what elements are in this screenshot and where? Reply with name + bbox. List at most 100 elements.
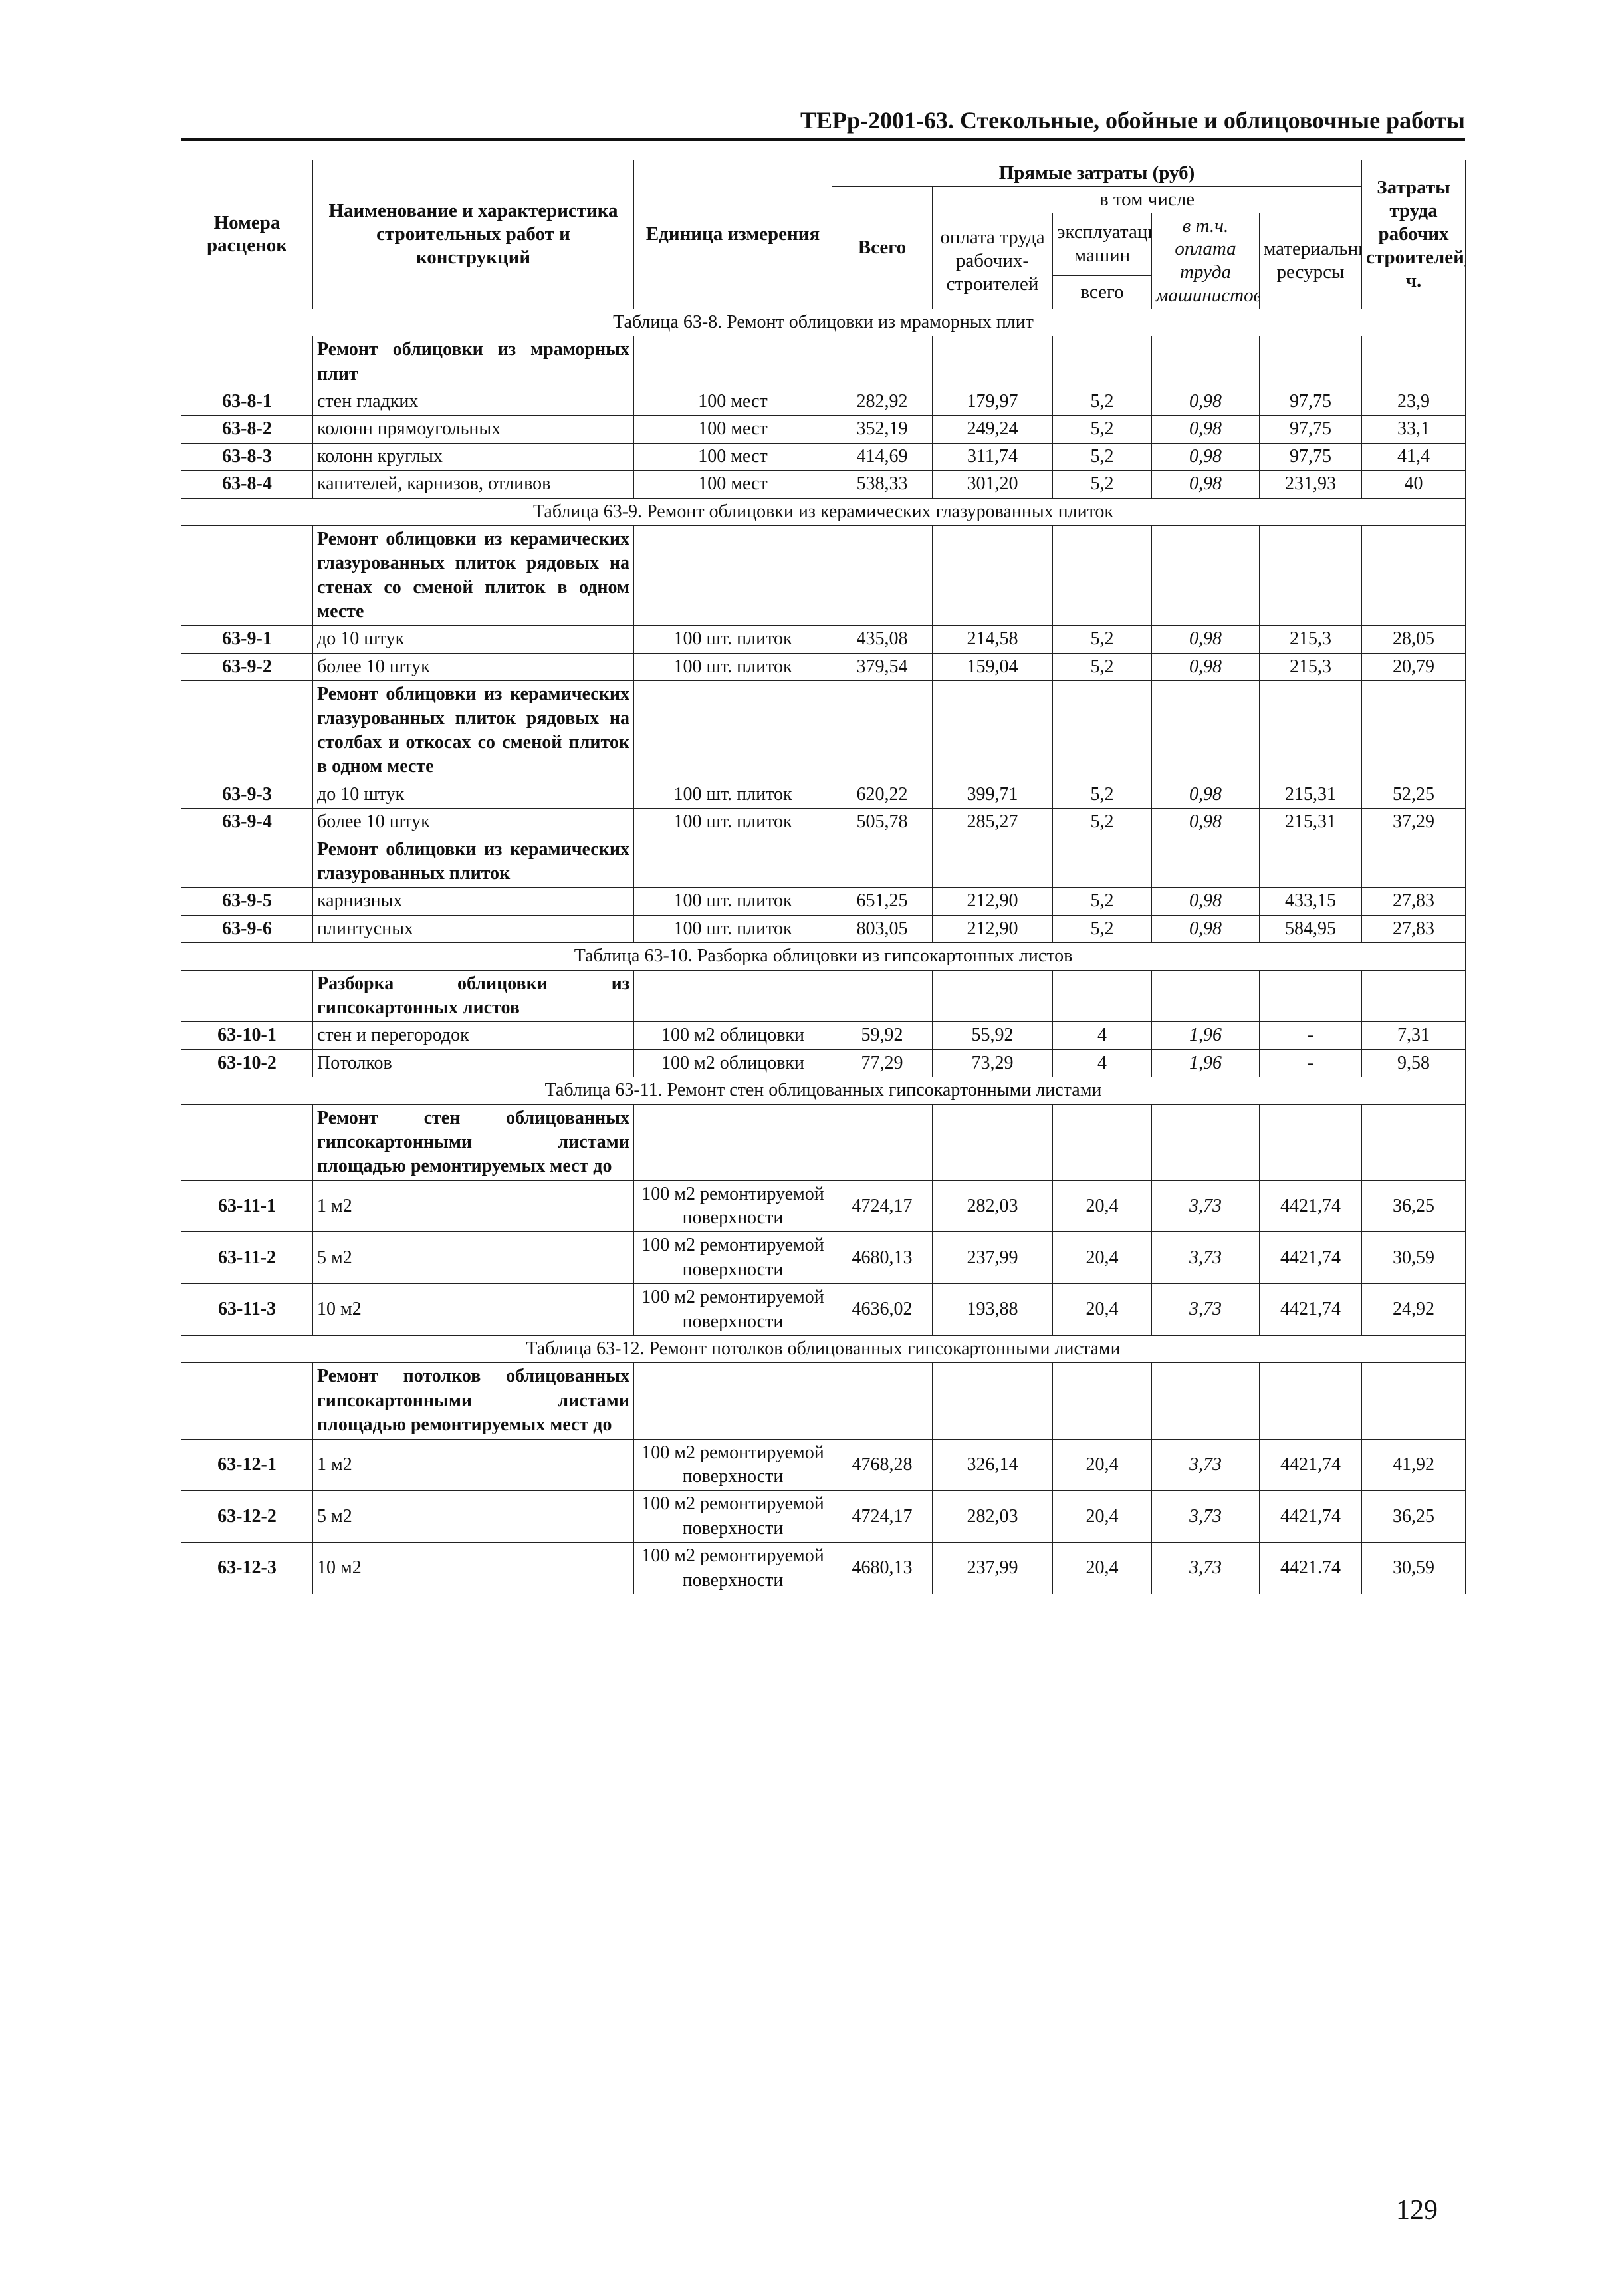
- cost-value: 20,4: [1052, 1180, 1152, 1233]
- cost-value: 5,2: [1052, 652, 1152, 682]
- group-name: Разборка облицовки из гипсокартонных лис…: [312, 969, 634, 1023]
- empty-cell: [932, 680, 1053, 781]
- empty-cell: [1052, 835, 1152, 888]
- cost-value: 212,90: [932, 914, 1053, 944]
- cost-value: 237,99: [932, 1231, 1053, 1285]
- header-row: оплата труда рабочих-строителей эксплуат…: [181, 212, 1466, 309]
- work-name: стен гладких: [312, 387, 634, 416]
- rate-code: 63-12-2: [181, 1490, 313, 1543]
- rate-row: 63-9-1 до 10 штук 100 шт. плиток 435,08 214,…: [181, 625, 1466, 654]
- cost-value: 0,98: [1151, 652, 1260, 682]
- empty-cell: [1052, 1104, 1152, 1181]
- empty-cell: [1258, 336, 1363, 388]
- rate-row: 63-9-6 плинтусных 100 шт. плиток 803,05 212,…: [181, 914, 1466, 944]
- rate-code: 63-10-2: [181, 1049, 313, 1078]
- work-name: колонн прямоугольных: [312, 415, 634, 444]
- rate-code: 63-8-4: [181, 470, 313, 499]
- cost-value: 5,2: [1052, 914, 1152, 944]
- empty-cell: [633, 1362, 832, 1440]
- work-name: до 10 штук: [312, 625, 634, 654]
- work-name: капителей, карнизов, отливов: [312, 470, 634, 499]
- cost-value: 538,33: [832, 470, 933, 499]
- empty-cell: [932, 336, 1053, 388]
- cost-value: 4421.74: [1258, 1542, 1363, 1594]
- empty-cell: [1361, 835, 1466, 888]
- cost-value: 3,73: [1151, 1438, 1260, 1491]
- empty-cell: [1052, 1362, 1152, 1440]
- cost-value: 0,98: [1151, 470, 1260, 499]
- cost-value: 52,25: [1361, 780, 1466, 809]
- unit: 100 шт. плиток: [633, 780, 832, 809]
- work-name: плинтусных: [312, 914, 634, 944]
- unit: 100 мест: [633, 387, 832, 416]
- empty-cell: [181, 835, 313, 888]
- cost-value: 20,4: [1052, 1438, 1152, 1491]
- empty-cell: [181, 1104, 313, 1181]
- rate-code: 63-9-5: [181, 887, 313, 916]
- cost-value: 20,4: [1052, 1542, 1152, 1594]
- rate-row: 63-8-1 стен гладких 100 мест 282,92 179,97 5,…: [181, 387, 1466, 416]
- section-row: Таблица 63-11. Ремонт стен облицованных …: [180, 1077, 1466, 1105]
- rate-code: 63-8-1: [181, 387, 313, 416]
- cost-value: 27,83: [1361, 914, 1466, 944]
- cost-value: 282,03: [932, 1180, 1053, 1233]
- header-cell: Номера расценок: [181, 160, 313, 309]
- cost-value: 7,31: [1361, 1021, 1466, 1050]
- empty-cell: [1258, 1104, 1363, 1181]
- rate-row: 63-12-2 5 м2 100 м2 ремонтируемой поверхно…: [181, 1490, 1466, 1543]
- empty-cell: [1151, 336, 1260, 388]
- cost-value: 282,92: [832, 387, 933, 416]
- unit: 100 м2 ремонтируемой поверхности: [633, 1283, 832, 1337]
- cost-value: 5,2: [1052, 442, 1152, 471]
- cost-value: 73,29: [932, 1049, 1053, 1078]
- group-row: Ремонт стен облицованных гипсокартонными…: [181, 1104, 1466, 1181]
- empty-cell: [832, 1362, 933, 1440]
- work-name: 1 м2: [312, 1438, 634, 1491]
- cost-value: 97,75: [1258, 442, 1363, 471]
- empty-cell: [1258, 1362, 1363, 1440]
- cost-value: 3,73: [1151, 1180, 1260, 1233]
- empty-cell: [181, 969, 313, 1023]
- rate-code: 63-12-3: [181, 1542, 313, 1594]
- cost-value: 212,90: [932, 887, 1053, 916]
- cost-value: 215,31: [1258, 780, 1363, 809]
- empty-cell: [832, 525, 933, 626]
- cost-value: 5,2: [1052, 387, 1152, 416]
- empty-cell: [633, 969, 832, 1023]
- rate-row: 63-9-4 более 10 штук 100 шт. плиток 505,78 2…: [181, 808, 1466, 836]
- group-name: Ремонт облицовки из керамических глазуро…: [312, 835, 634, 888]
- empty-cell: [1258, 680, 1363, 781]
- work-name: до 10 штук: [312, 780, 634, 809]
- cost-value: 59,92: [832, 1021, 933, 1050]
- cost-value: -: [1258, 1049, 1363, 1078]
- unit: 100 шт. плиток: [633, 808, 832, 836]
- header-cell: Всего: [832, 186, 933, 309]
- rate-row: 63-9-5 карнизных 100 шт. плиток 651,25 212,9…: [181, 887, 1466, 916]
- rate-row: 63-8-3 колонн круглых 100 мест 414,69 311,74…: [181, 442, 1466, 471]
- section-row: Таблица 63-12. Ремонт потолков облицован…: [180, 1335, 1466, 1364]
- header-cell: материальные ресурсы: [1258, 212, 1363, 309]
- cost-value: 193,88: [932, 1283, 1053, 1337]
- unit: 100 м2 ремонтируемой поверхности: [633, 1542, 832, 1594]
- empty-cell: [1151, 969, 1260, 1023]
- cost-value: 5,2: [1052, 470, 1152, 499]
- cost-value: 435,08: [832, 625, 933, 654]
- rate-code: 63-8-3: [181, 442, 313, 471]
- empty-cell: [181, 680, 313, 781]
- cost-value: 159,04: [932, 652, 1053, 682]
- empty-cell: [181, 1362, 313, 1440]
- header-cell: Наименование и характеристика строительн…: [312, 160, 634, 309]
- unit: 100 м2 ремонтируемой поверхности: [633, 1438, 832, 1491]
- rate-row: 63-10-2 Потолков 100 м2 облицовки 77,29 73,2…: [181, 1049, 1466, 1078]
- empty-cell: [633, 835, 832, 888]
- unit: 100 шт. плиток: [633, 625, 832, 654]
- empty-cell: [932, 835, 1053, 888]
- unit: 100 м2 ремонтируемой поверхности: [633, 1231, 832, 1285]
- header-cell: эксплуатация машин: [1052, 212, 1152, 276]
- empty-cell: [1361, 969, 1466, 1023]
- empty-cell: [1361, 680, 1466, 781]
- cost-value: 5,2: [1052, 625, 1152, 654]
- cost-value: 179,97: [932, 387, 1053, 416]
- rate-code: 63-9-2: [181, 652, 313, 682]
- empty-cell: [1361, 1362, 1466, 1440]
